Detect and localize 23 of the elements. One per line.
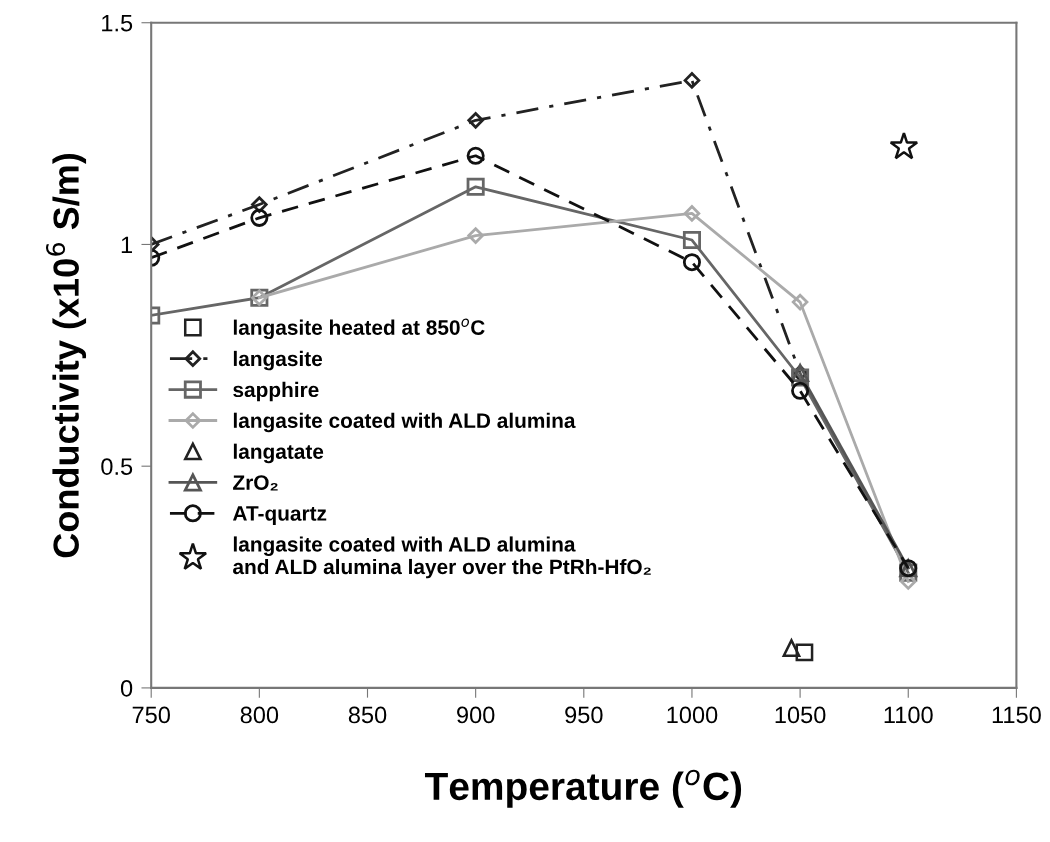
x-tick-label: 900 — [457, 706, 495, 724]
legend-label: langatate — [233, 443, 324, 464]
legend-label: sapphire — [233, 381, 319, 402]
x-tick-label: 950 — [565, 706, 603, 724]
legend-label: langasite heated at 850$^{o}$C — [233, 318, 485, 340]
y-axis-title: Conductivity (x10$^{6}$ S/m) — [45, 153, 87, 558]
y-tick-label: 1 — [121, 236, 132, 254]
x-tick-label: 1100 — [884, 706, 933, 724]
legend-label: AT-quartz — [232, 506, 327, 525]
y-tick-label: 0 — [120, 679, 133, 697]
y-tick-label: 1.5 — [102, 15, 133, 32]
x-tick-label: 1150 — [992, 706, 1041, 724]
x-tick-label: 800 — [240, 706, 279, 724]
legend-label: langasite coated with ALD alumina and ALD alumina layer over the PtRh-HfO₂ — [233, 536, 651, 579]
x-tick-label: 1000 — [667, 706, 718, 724]
legend-label: langasite — [233, 350, 323, 371]
y-tick-label: 0.5 — [101, 458, 133, 475]
x-tick-label: 1050 — [775, 706, 826, 724]
x-tick-label: 750 — [132, 706, 170, 724]
x-tick-label: 850 — [348, 706, 387, 724]
legend-label: langasite coated with ALD alumina — [233, 412, 576, 433]
x-axis-title: Temperature ($^{o}$C) — [424, 769, 742, 808]
legend-label: ZrO₂ — [233, 475, 278, 491]
